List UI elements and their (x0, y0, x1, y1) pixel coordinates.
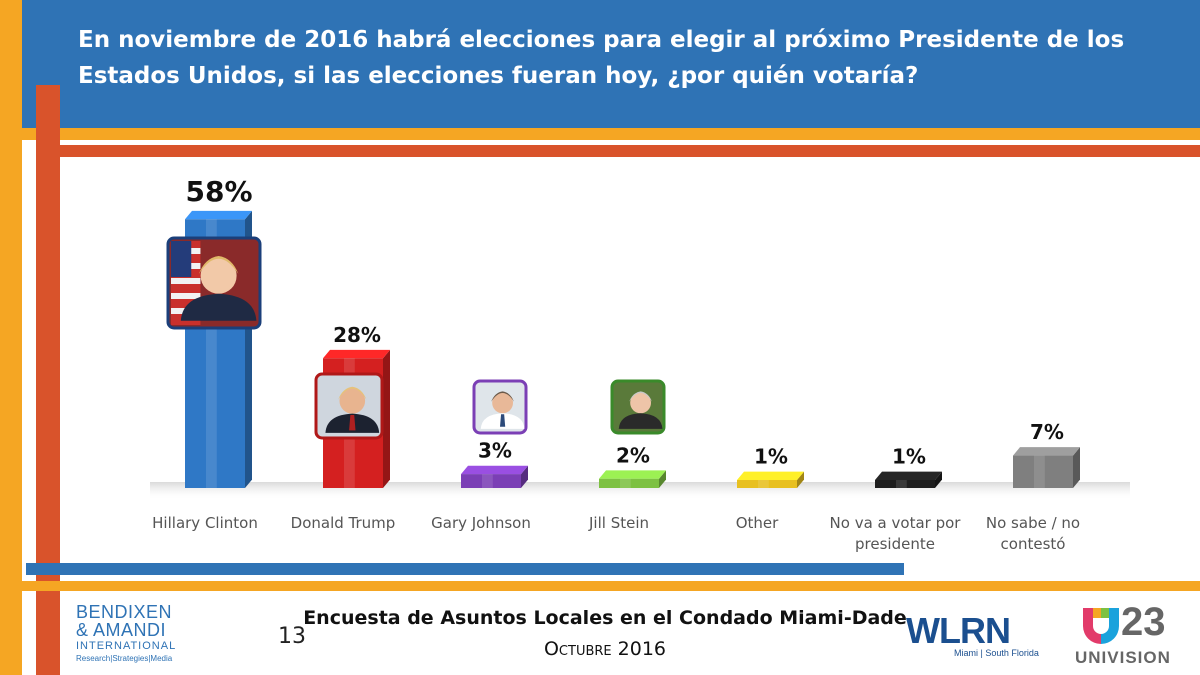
bar-side (797, 471, 804, 488)
stripe-blue-bottom (26, 563, 904, 575)
wlrn-subtitle: Miami | South Florida (954, 648, 1039, 658)
category-label-line: presidente (855, 535, 935, 553)
category-label-line: Other (736, 514, 779, 532)
bar (599, 470, 666, 488)
value-label: 58% (185, 175, 252, 208)
value-label: 2% (616, 443, 650, 467)
category-label-line: No va a votar por (830, 514, 962, 532)
category-label: Donald Trump (291, 514, 396, 532)
category-label-line: Donald Trump (291, 514, 396, 532)
stripe-red-left (36, 85, 60, 675)
bar-highlight (1034, 455, 1045, 488)
portrait-body (618, 413, 663, 429)
portrait-clinton (166, 236, 262, 330)
bar-highlight (620, 478, 631, 488)
bar (875, 471, 942, 488)
univision-name: UNIVISION (1075, 648, 1171, 667)
portrait-face (339, 388, 366, 414)
header-band (0, 0, 1200, 128)
bar-highlight (758, 480, 769, 488)
bar-front (875, 480, 935, 488)
bar-top (185, 210, 252, 220)
bar-top (737, 471, 804, 480)
survey-title: Encuesta de Asuntos Locales en el Condad… (303, 607, 907, 629)
value-label: 7% (1030, 420, 1064, 444)
bar-front (599, 478, 659, 488)
bar-front (1013, 455, 1073, 488)
bar (461, 465, 528, 488)
flag-stripe (171, 278, 201, 284)
wlrn-logo: WLRN Miami | South Florida (906, 610, 1039, 658)
portrait-trump (314, 372, 384, 440)
univision-logo: 23 UNIVISION (1075, 600, 1187, 670)
portrait-face (200, 257, 237, 294)
flag-stripe (171, 293, 201, 299)
bendixen-line2: & AMANDI (76, 620, 167, 640)
bar-side (659, 470, 666, 488)
bar-side (383, 349, 390, 488)
portrait-face (630, 392, 651, 414)
portrait-johnson (472, 379, 528, 435)
category-label: Jill Stein (588, 514, 649, 532)
stripe-orange-top (0, 128, 1200, 140)
bar-side (935, 471, 942, 488)
portrait-stein (610, 379, 666, 435)
bar (737, 471, 804, 488)
portrait-tie (500, 414, 506, 427)
category-label: Gary Johnson (431, 514, 531, 532)
bar-side (1073, 447, 1080, 488)
portrait-hair (629, 391, 653, 402)
portrait-hair (491, 391, 515, 402)
bar-front (461, 474, 521, 488)
portrait-face (492, 392, 513, 414)
portrait-hair (198, 256, 239, 274)
portrait-body (180, 293, 257, 321)
bar-side (521, 465, 528, 488)
bendixen-line3: INTERNATIONAL (76, 640, 177, 652)
univision-channel: 23 (1121, 600, 1166, 644)
bar-front (737, 480, 797, 488)
value-label: 28% (333, 323, 381, 347)
category-label-line: contestó (1001, 535, 1066, 553)
stripe-orange-left (0, 0, 22, 675)
category-label-line: Gary Johnson (431, 514, 531, 532)
portrait-hair (338, 386, 367, 400)
flag-canton (171, 241, 192, 277)
category-label-line: No sabe / no (986, 514, 1080, 532)
page-number: 13 (278, 624, 306, 649)
univision-u-icon (1083, 608, 1119, 644)
chart-title: En noviembre de 2016 habrá elecciones pa… (78, 27, 1125, 89)
category-label-line: Hillary Clinton (152, 514, 258, 532)
wlrn-wordmark: WLRN (906, 610, 1011, 651)
stripe-orange-bottom (0, 581, 1200, 591)
value-label: 1% (754, 445, 788, 469)
bar-highlight (206, 219, 217, 488)
category-label: Hillary Clinton (152, 514, 258, 532)
bendixen-tagline: Research|Strategies|Media (76, 654, 173, 663)
category-label: No va a votar por presidente (830, 514, 962, 553)
bar-top (875, 471, 942, 480)
bar (1013, 447, 1080, 488)
value-label: 1% (892, 445, 926, 469)
bar-highlight (482, 474, 493, 488)
survey-date: Octubre 2016 (543, 638, 667, 660)
bar-top (599, 470, 666, 479)
bar-highlight (896, 480, 907, 488)
value-label: 3% (478, 439, 512, 463)
bar-top (461, 465, 528, 475)
stripe-red-top (36, 145, 1200, 157)
category-label-line: Jill Stein (588, 514, 649, 532)
category-label: Other (736, 514, 779, 532)
bar-top (323, 349, 390, 359)
category-label: No sabe / no contestó (986, 514, 1080, 553)
bar-top (1013, 447, 1080, 456)
bendixen-amandi-logo: BENDIXEN & AMANDI INTERNATIONAL Research… (76, 603, 176, 663)
portrait-tie (349, 414, 356, 431)
bendixen-line1: BENDIXEN (76, 602, 173, 622)
